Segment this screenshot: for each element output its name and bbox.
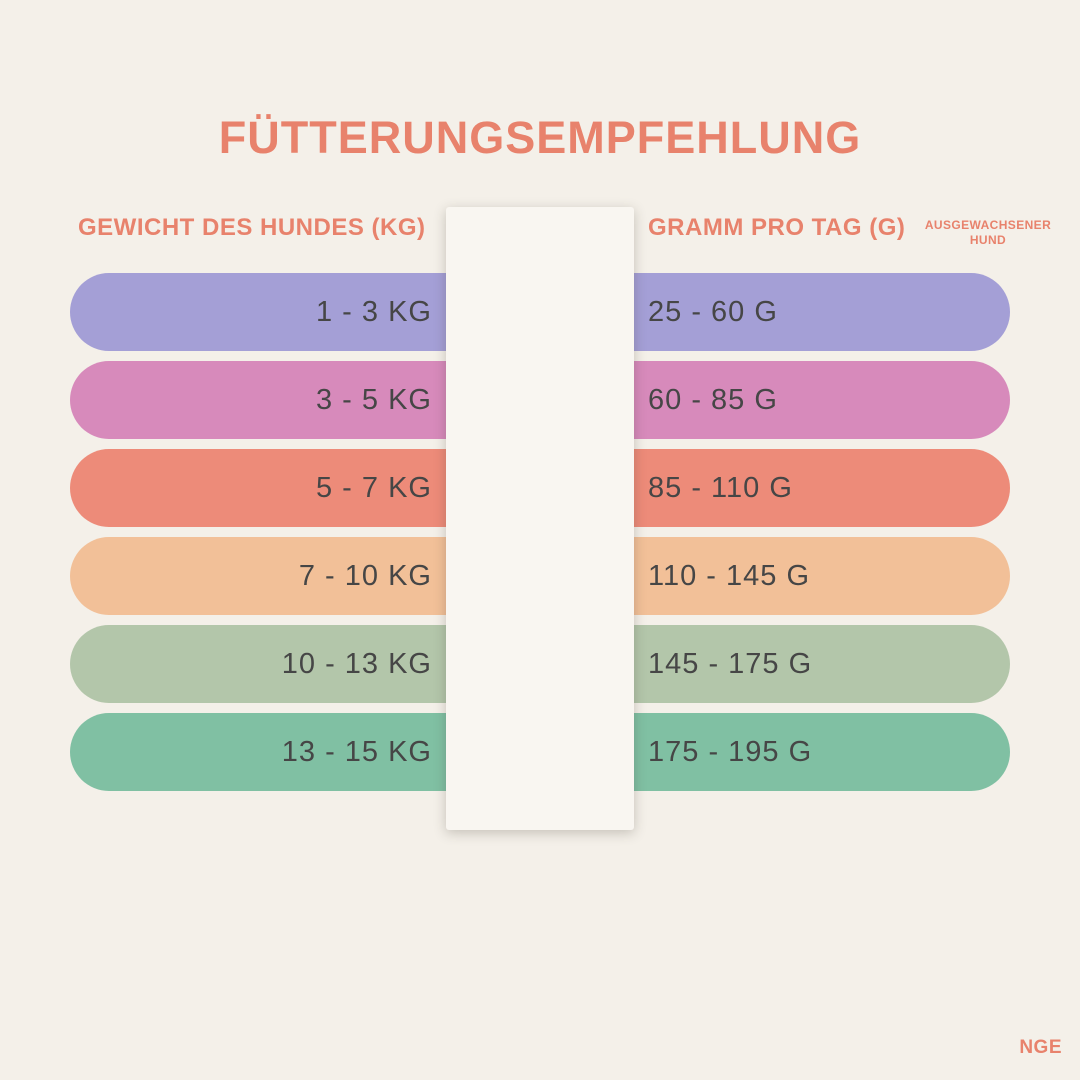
- grams-range: 60 - 85 G: [648, 383, 778, 416]
- grams-range: 25 - 60 G: [648, 295, 778, 328]
- column-header-note: AUSGEWACHSENER HUND: [924, 218, 1052, 247]
- column-header-grams: GRAMM PRO TAG (G): [648, 214, 906, 241]
- column-header-weight: GEWICHT DES HUNDES (KG): [78, 214, 426, 241]
- weight-range: 7 - 10 KG: [298, 559, 432, 592]
- grams-range: 175 - 195 G: [648, 735, 813, 768]
- grams-range: 85 - 110 G: [648, 471, 793, 504]
- center-divider-strip: [446, 207, 634, 830]
- weight-range: 5 - 7 KG: [316, 471, 432, 504]
- weight-range: 1 - 3 KG: [316, 295, 432, 328]
- page-title: FÜTTERUNGSEMPFEHLUNG: [218, 112, 862, 163]
- weight-range: 10 - 13 KG: [281, 647, 432, 680]
- brand-mark: NGE: [1019, 1037, 1062, 1058]
- grams-range: 145 - 175 G: [648, 647, 813, 680]
- grams-range: 110 - 145 G: [648, 559, 811, 592]
- weight-range: 3 - 5 KG: [316, 383, 432, 416]
- weight-range: 13 - 15 KG: [281, 735, 432, 768]
